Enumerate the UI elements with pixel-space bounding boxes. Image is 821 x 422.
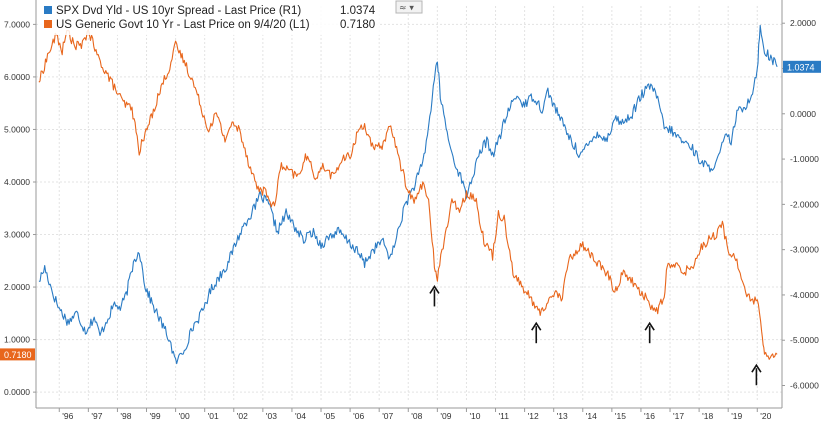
legend-label-2: US Generic Govt 10 Yr - Last Price on 9/… [56,19,310,31]
chart-type-menu-icon: ≈ ▾ [399,4,414,14]
x-axis-tick-label: '96 [62,411,73,421]
x-axis-tick-label: '08 [411,411,422,421]
series-line-1 [38,24,778,365]
x-axis-tick-label: '19 [731,411,742,421]
left-axis-tick-label: 0.0000 [4,387,30,397]
right-axis-tick-label: -1.0000 [790,154,819,164]
x-axis-tick-label: '17 [673,411,684,421]
arrow-head [429,284,440,294]
right-axis-tick-label: 2.0000 [790,18,816,28]
legend-box [40,1,380,35]
x-axis-tick-label: '09 [440,411,451,421]
legend-swatch-1 [44,6,52,14]
last-value-tag-label: 1.0374 [787,62,815,72]
x-axis-tick-label: '14 [586,411,597,421]
annotations [429,284,762,386]
arrow-head [531,321,542,331]
annotation-arrow-3 [644,321,655,344]
x-axis-tick-label: '07 [382,411,393,421]
x-axis-tick-label: '03 [266,411,277,421]
left-axis-tick-label: 3.0000 [4,230,30,240]
series-line-2 [38,29,778,360]
x-axis-tick-label: '97 [91,411,102,421]
x-axis-tick-label: '00 [179,411,190,421]
legend-last-value-2: 0.7180 [340,19,375,31]
x-axis-tick-label: '01 [208,411,219,421]
last-value-tag-bg [783,60,821,73]
x-axis-tick-label: '15 [615,411,626,421]
x-axis-tick-label: '10 [469,411,480,421]
last-value-tag-bg [0,348,35,361]
right-axis-tick-label: 0.0000 [790,109,816,119]
annotation-arrow-1 [429,284,440,307]
annotation-arrow-2 [531,321,542,344]
legend-swatch-2 [44,20,52,28]
grid [36,6,782,400]
x-axis-tick-label: '18 [702,411,713,421]
legend-last-value-1: 1.0374 [340,5,376,17]
chart-type-menu-bg [395,0,423,14]
last-value-tags: 1.0374 0.7180 [0,60,821,361]
legend: SPX Dvd Yld - US 10yr Spread - Last Pric… [40,1,380,35]
chart-toolbar[interactable]: ≈ ▾ [395,0,423,14]
arrow-head [751,363,762,373]
right-axis-tick-label: -6.0000 [790,381,819,391]
left-axis-tick-label: 4.0000 [4,177,30,187]
right-axis-tick-label: -3.0000 [790,245,819,255]
series-layer [38,24,778,365]
x-axis-tick-label: '05 [324,411,335,421]
x-axis-tick-label: '98 [120,411,131,421]
left-axis-tick-label: 2.0000 [4,282,30,292]
x-axis-tick-label: '16 [644,411,655,421]
x-axis-tick-label: '02 [237,411,248,421]
last-value-tag-1: 1.0374 [783,60,821,73]
last-value-tag-2: 0.7180 [0,348,35,361]
last-value-tag-label: 0.7180 [4,350,32,360]
right-axis-tick-label: -4.0000 [790,290,819,300]
arrow-head [644,321,655,331]
left-axis-tick-label: 1.0000 [4,335,30,345]
left-axis-tick-label: 5.0000 [4,124,30,134]
right-axis-tick-label: -2.0000 [790,199,819,209]
x-axis-tick-label: '12 [528,411,539,421]
x-axis-tick-label: '13 [557,411,568,421]
left-axis-tick-label: 7.0000 [4,19,30,29]
legend-label-1: SPX Dvd Yld - US 10yr Spread - Last Pric… [56,5,301,17]
left-axis-tick-label: 6.0000 [4,72,30,82]
annotation-arrow-4 [751,363,762,386]
x-axis-tick-label: '04 [295,411,306,421]
chart-type-menu-button[interactable]: ≈ ▾ [395,0,423,14]
x-axis-tick-label: '99 [150,411,161,421]
x-axis-tick-label: '06 [353,411,364,421]
x-axis-tick-label: '20 [760,411,771,421]
x-axis-tick-label: '11 [499,411,510,421]
right-axis-tick-label: -5.0000 [790,335,819,345]
